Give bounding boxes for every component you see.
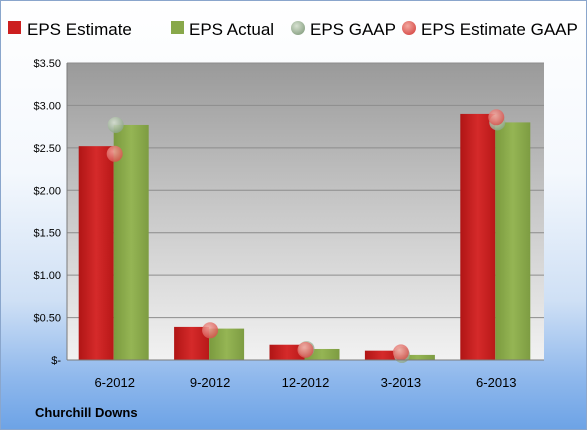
bar-eps-estimate [78,146,114,360]
legend-swatch-eps-actual [171,21,184,34]
y-tick-label: $2.00 [33,185,61,197]
bar-eps-actual [113,124,149,361]
bars [78,113,531,361]
y-tick-label: $- [51,355,61,367]
legend-label-eps-estimate: EPS Estimate [27,20,132,39]
legend-swatch-eps-estimate-gaap [402,21,416,35]
marker-eps-gaap [107,116,124,133]
legend-label-eps-actual: EPS Actual [189,20,274,39]
bar-eps-estimate [269,344,305,360]
x-tick-label: 6-2012 [94,375,134,390]
bar-eps-actual [399,354,435,360]
marker-eps-estimate-gaap [392,344,409,361]
marker-eps-estimate-gaap [106,145,123,162]
y-tick-label: $2.50 [33,143,61,155]
markers [106,109,506,363]
bar-eps-estimate [460,113,496,361]
x-axis: 6-2012 9-2012 12-2012 3-2013 6-2013 [67,359,544,390]
bar-eps-actual [495,122,531,361]
legend-swatch-eps-estimate [8,21,21,34]
legend-label-eps-gaap: EPS GAAP [310,20,396,39]
company-name: Churchill Downs [35,405,138,420]
y-tick-label: $0.50 [33,313,61,325]
legend-label-eps-estimate-gaap: EPS Estimate GAAP [421,20,578,39]
x-tick-label: 12-2012 [282,375,330,390]
marker-eps-estimate-gaap [297,341,314,358]
x-tick-label: 3-2013 [381,375,421,390]
y-tick-label: $3.50 [33,58,61,70]
y-tick-label: $1.50 [33,228,61,240]
x-tick-label: 6-2013 [476,375,516,390]
y-axis: $3.50 $3.00 $2.50 $2.00 $1.50 $1.00 $0.50 $- [33,58,68,367]
marker-eps-estimate-gaap [488,109,505,126]
y-tick-label: $1.00 [33,270,61,282]
x-tick-label: 9-2012 [190,375,230,390]
y-tick-label: $3.00 [33,100,61,112]
marker-eps-estimate-gaap [202,322,219,339]
legend-swatch-eps-gaap [291,21,305,35]
legend: EPS Estimate EPS Actual EPS GAAP EPS Est… [8,20,578,39]
bar-eps-actual [304,348,340,360]
bar-eps-estimate [364,350,400,360]
